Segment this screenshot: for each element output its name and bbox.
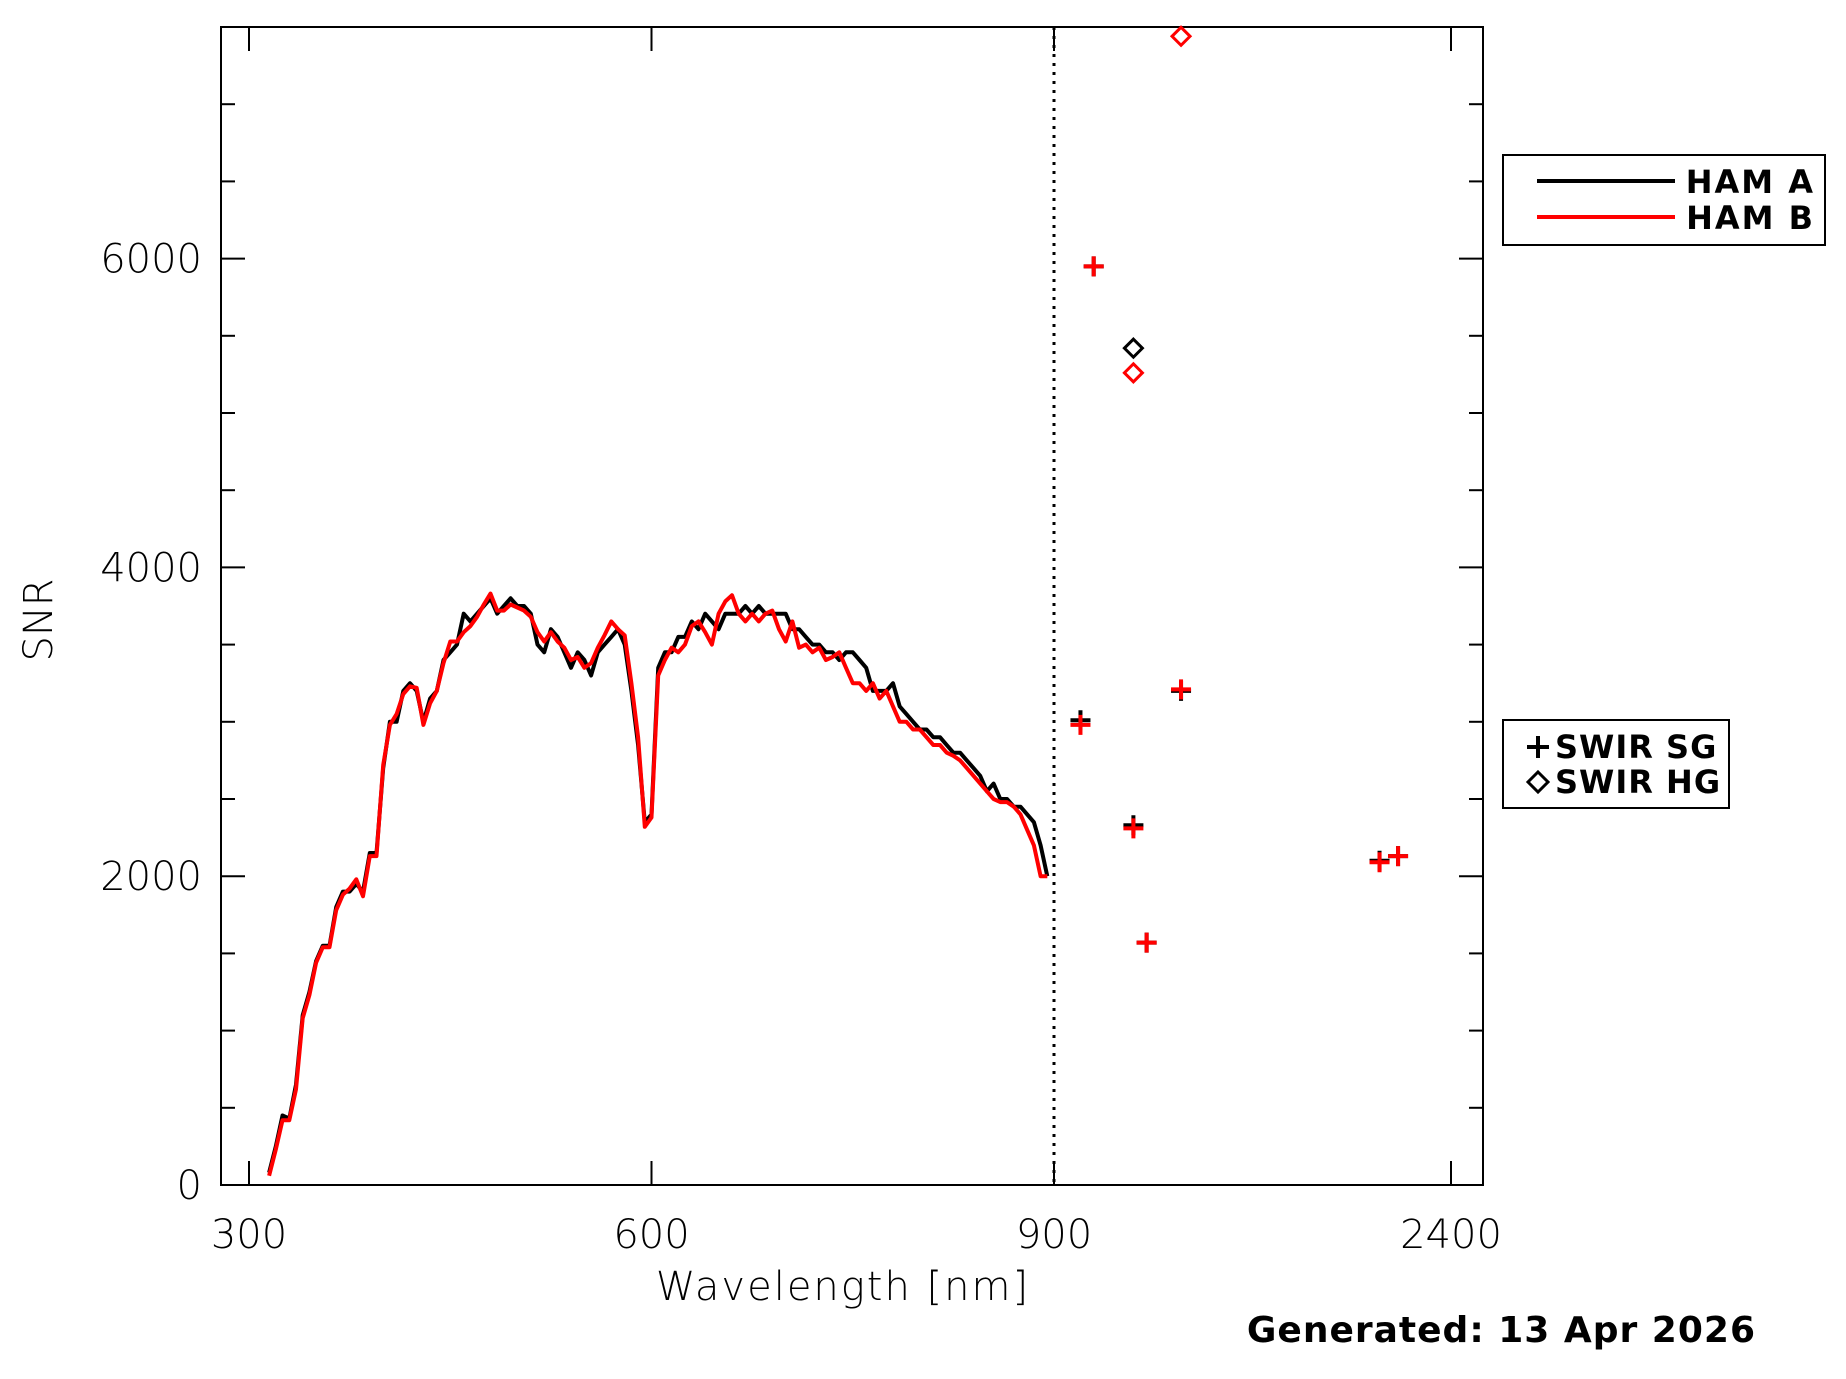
legend-lines-box [1502,154,1826,246]
legend-label-ham-b: HAM B [1686,199,1815,237]
swir-sg-point-ham-b [1070,714,1091,735]
x-tick-label: 300 [211,1212,287,1258]
swir-sg-point-ham-b [1123,818,1144,839]
swir-sg-point-ham-b [1171,679,1192,700]
x-tick-label: 2400 [1400,1212,1502,1258]
plot-frame [220,26,1484,1186]
legend-label-ham-a: HAM A [1686,163,1815,201]
legend-lines: HAM A HAM B [1502,154,1826,246]
legend-diamond-icon [1525,769,1551,795]
legend-markers-box [1502,719,1730,809]
legend-label-swir-sg: SWIR SG [1555,728,1717,766]
swir-sg-point-ham-b [1136,932,1157,953]
y-tick-label: 0 [177,1163,202,1209]
swir-markers [1070,25,1409,953]
generated-date: Generated: 13 Apr 2026 [1246,1310,1756,1351]
swir-hg-point-ham-b [1169,25,1193,48]
series-lines [267,591,1050,1177]
x-tick-label: 600 [613,1212,689,1258]
swir-hg-point-ham-a [1122,337,1145,360]
legend-plus-icon [1527,736,1549,758]
tick-labels: 0 2000 4000 6000 300 600 900 2400 [100,237,1502,1258]
legend-markers: SWIR SG SWIR HG [1502,719,1730,809]
swir-sg-point-ham-b [1388,846,1409,867]
legend-label-swir-hg: SWIR HG [1555,763,1721,801]
y-tick-label: 4000 [100,545,202,591]
swir-hg-point-ham-b [1122,361,1145,384]
y-tick-label: 2000 [100,854,202,900]
y-tick-label: 6000 [100,237,202,283]
swir-sg-point-ham-b [1083,256,1104,277]
x-tick-label: 900 [1016,1212,1092,1258]
series-line-ham-b [267,591,1048,1177]
x-axis-label: Wavelength [nm] [656,1264,1030,1310]
y-axis-label: SNR [16,578,62,661]
swir-sg-point-ham-b [1369,852,1390,873]
axis-ticks [221,27,1483,1186]
